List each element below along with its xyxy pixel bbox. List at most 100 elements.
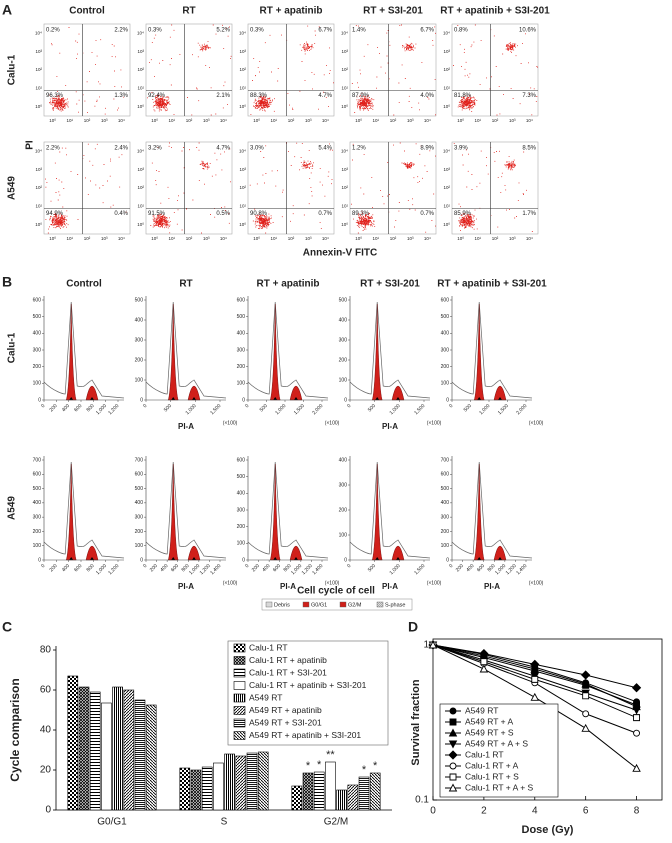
axis-tick-label: 10⁴ — [118, 118, 125, 123]
y-tick-label: 400 — [237, 491, 246, 497]
legend-label: Debris — [274, 602, 290, 608]
y-tick-label: 200 — [441, 529, 450, 535]
x-tick-label: 800 — [486, 563, 496, 573]
x-tick-label: 200 — [49, 403, 59, 413]
x-tick-label: 1,000 — [274, 403, 287, 416]
x-tick-label: 600 — [73, 403, 83, 413]
y-tick-label: 200 — [135, 357, 144, 363]
axis-tick-label: 10³ — [101, 236, 108, 241]
axis-tick-label: 10¹ — [35, 204, 42, 209]
event-dots — [453, 143, 533, 232]
column-title: RT + apatinib — [259, 6, 322, 17]
column-title: RT — [182, 6, 195, 17]
legend-box — [439, 703, 559, 798]
y-tick-label: 600 — [33, 472, 42, 478]
axis-tick-label: 10⁴ — [526, 236, 533, 241]
axis-tick-label: 10⁰ — [151, 236, 158, 241]
legend-label: A549 RT + S3I-201 — [249, 717, 322, 727]
x-tick-label: S — [221, 817, 228, 828]
marker — [530, 692, 540, 701]
x-axis-label: Dose (Gy) — [522, 824, 574, 836]
y-tick-label: 0 — [242, 397, 245, 403]
g0-g1-peak — [269, 463, 281, 561]
quadrant-percent: 6.7% — [318, 28, 332, 34]
marker — [449, 718, 457, 726]
axis-tick-label: 10⁰ — [253, 118, 260, 123]
row-label: A549 — [7, 176, 18, 200]
axis-tick-label: 10³ — [407, 236, 414, 241]
column-title: RT + apatinib + S3I-201 — [437, 279, 547, 290]
axis-tick-label: 10⁴ — [424, 118, 431, 123]
y-tick-label: 100 — [33, 543, 42, 549]
quadrant-percent: 3.0% — [250, 146, 264, 152]
quadrant-percent: 0.2% — [46, 28, 60, 34]
quadrant-percent: 10.6% — [519, 28, 537, 34]
legend-swatch — [233, 731, 246, 740]
y-tick-label: 600 — [135, 472, 144, 478]
axis-tick-label: 10² — [84, 236, 91, 241]
axis-tick-label: 10¹ — [271, 236, 278, 241]
event-dots — [249, 142, 333, 234]
y-tick-label: 0 — [45, 805, 51, 816]
significance-mark: * — [373, 760, 378, 772]
quadrant-percent: 8.5% — [522, 146, 536, 152]
legend-label: A549 RT + S — [465, 727, 514, 737]
x-tick-label: G2/M — [324, 817, 348, 828]
axis-tick-label: 10² — [137, 67, 144, 72]
axis-tick-label: 10¹ — [443, 204, 450, 209]
legend-label: Calu-1 RT — [465, 749, 504, 759]
significance-mark: ** — [326, 749, 335, 761]
legend-swatch — [376, 601, 384, 608]
axis-tick-label: 10¹ — [271, 118, 278, 123]
quadrant-percent: 92.4% — [148, 93, 166, 99]
debris-outline — [247, 461, 329, 559]
y-tick-label: 300 — [237, 347, 246, 353]
axis-tick-label: 10⁰ — [239, 222, 246, 227]
bar — [325, 761, 336, 811]
row-label: A549 — [7, 496, 18, 520]
legend-label: Calu-1 RT + A + S — [465, 782, 534, 792]
x-tick-label: 4 — [532, 806, 538, 817]
row-label: Calu-1 — [7, 54, 18, 85]
marker — [582, 692, 590, 700]
column-title: RT + S3I-201 — [363, 6, 423, 17]
axis-tick-label: 10¹ — [341, 204, 348, 209]
marker — [632, 706, 641, 715]
axis — [349, 296, 430, 401]
x-tick-label: 1,000 — [95, 563, 108, 576]
y-tick-label: 400 — [339, 317, 348, 323]
marker — [531, 675, 539, 683]
x-tick-label: 600 — [476, 563, 486, 573]
y-tick-label: 300 — [237, 507, 246, 513]
g0-g1-peak — [167, 463, 179, 561]
bar — [190, 769, 202, 811]
legend-label: A549 RT — [465, 705, 498, 715]
axis-tick-label: 10⁴ — [443, 30, 450, 35]
axis — [145, 296, 226, 401]
debris-outline — [145, 461, 227, 559]
quadrant-percent: 8.9% — [420, 146, 434, 152]
axis-tick-label: 10¹ — [67, 236, 74, 241]
x-tick-label: 1,000 — [389, 403, 402, 416]
y-tick-label: 500 — [33, 486, 42, 492]
quadrant-percent: 2.4% — [114, 146, 128, 152]
axis-tick-label: 10¹ — [67, 118, 74, 123]
axis-tick-label: 10⁴ — [35, 148, 42, 153]
y-tick-label: 400 — [441, 331, 450, 337]
significance-mark: * — [317, 759, 322, 771]
axis-unit: (×100) — [325, 420, 340, 426]
y-tick-label: 0 — [242, 557, 245, 563]
x-tick-label: 400 — [61, 563, 71, 573]
quadrant-percent: 3.2% — [148, 146, 162, 152]
axis — [247, 456, 328, 561]
debris-outline — [451, 461, 533, 559]
bar — [67, 675, 79, 811]
axis — [145, 456, 226, 561]
axis-tick-label: 10⁰ — [355, 236, 362, 241]
legend-box — [261, 598, 413, 611]
y-tick-label: 500 — [441, 486, 450, 492]
g0-g1-peak — [65, 463, 77, 561]
x-tick-label: 400 — [465, 563, 475, 573]
axis-tick-label: 10² — [341, 67, 348, 72]
legend-swatch — [233, 668, 246, 678]
